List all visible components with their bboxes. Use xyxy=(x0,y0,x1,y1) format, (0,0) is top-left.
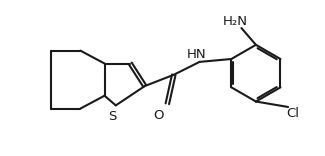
Text: Cl: Cl xyxy=(286,107,299,120)
Text: S: S xyxy=(108,110,117,122)
Text: HN: HN xyxy=(187,48,206,61)
Text: O: O xyxy=(153,109,164,122)
Text: H₂N: H₂N xyxy=(223,15,247,28)
